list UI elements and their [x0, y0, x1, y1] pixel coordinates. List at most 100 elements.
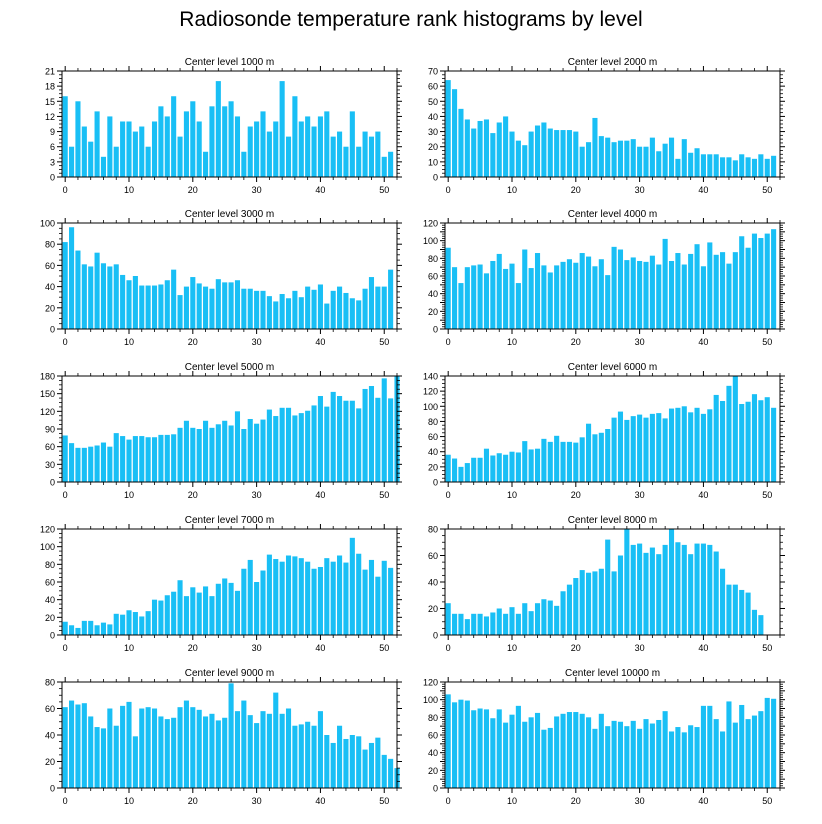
- histogram-bar: [94, 252, 100, 329]
- panel-title: Center level 1000 m: [185, 57, 275, 68]
- histogram-bar: [547, 727, 553, 788]
- histogram-bar: [458, 613, 464, 635]
- y-tick-label: 60: [45, 704, 55, 714]
- histogram-bar: [120, 436, 126, 482]
- histogram-bar: [266, 554, 272, 635]
- histogram-bar: [598, 259, 604, 329]
- histogram-bar: [343, 562, 349, 635]
- histogram-bar: [171, 269, 177, 329]
- histogram-bar: [490, 260, 496, 329]
- histogram-bar: [720, 252, 726, 329]
- histogram-bar: [445, 694, 451, 788]
- histogram-bar: [503, 268, 509, 329]
- y-tick-label: 40: [428, 112, 438, 122]
- histogram-bar: [509, 451, 515, 482]
- histogram-bar: [381, 754, 387, 789]
- x-tick-label: 30: [252, 185, 262, 195]
- histogram-bar: [566, 259, 572, 329]
- histogram-bar: [337, 131, 343, 177]
- x-tick-label: 50: [762, 185, 772, 195]
- y-tick-label: 100: [423, 402, 438, 412]
- histogram-bar: [452, 267, 458, 329]
- y-tick-label: 20: [45, 757, 55, 767]
- histogram-bar: [356, 408, 362, 482]
- histogram-bar: [560, 261, 566, 329]
- histogram-bar: [630, 720, 636, 788]
- histogram-bar: [445, 454, 451, 482]
- histogram-bar: [586, 572, 592, 635]
- x-tick-label: 30: [635, 796, 645, 806]
- histogram-bar: [298, 297, 304, 329]
- histogram-bar: [598, 136, 604, 177]
- y-tick-label: 0: [50, 478, 55, 488]
- histogram-bar: [305, 116, 311, 177]
- x-tick-label: 10: [124, 337, 134, 347]
- x-tick-label: 10: [507, 185, 517, 195]
- histogram-bar: [107, 266, 113, 329]
- histogram-bar: [132, 612, 138, 635]
- histogram-bar: [81, 264, 87, 329]
- histogram-bar: [311, 568, 317, 635]
- histogram-bar: [228, 425, 234, 482]
- x-tick-label: 20: [571, 796, 581, 806]
- histogram-bar: [617, 140, 624, 177]
- histogram-bar: [273, 416, 279, 482]
- y-tick-label: 120: [423, 387, 438, 397]
- y-tick-label: 0: [50, 631, 55, 641]
- histogram-bar: [69, 443, 75, 482]
- y-tick-label: 10: [428, 157, 438, 167]
- histogram-bar: [739, 154, 745, 177]
- histogram-bar: [88, 266, 94, 329]
- histogram-bar: [317, 116, 323, 177]
- histogram-bar: [279, 81, 285, 177]
- histogram-bar: [771, 155, 777, 177]
- histogram-bar: [94, 111, 100, 177]
- histogram-bar: [254, 582, 260, 635]
- histogram-bar: [196, 592, 202, 635]
- histogram-bar: [751, 715, 758, 788]
- histogram-bar: [515, 140, 521, 177]
- histogram-bar: [643, 261, 649, 329]
- histogram-bar: [611, 142, 617, 177]
- histogram-bar: [151, 121, 158, 177]
- histogram-bar: [637, 146, 643, 177]
- x-tick-label: 20: [188, 796, 198, 806]
- histogram-bar: [713, 719, 719, 788]
- x-tick-label: 0: [63, 337, 68, 347]
- histogram-bar: [330, 290, 336, 329]
- histogram-bar: [637, 543, 643, 635]
- histogram-bar: [324, 406, 330, 482]
- histogram-bar: [534, 448, 541, 482]
- histogram-bar: [560, 591, 566, 635]
- histogram-bar: [496, 122, 502, 177]
- histogram-bar: [203, 286, 209, 329]
- histogram-bar: [643, 719, 649, 788]
- histogram-bar: [694, 727, 700, 788]
- y-tick-label: 40: [45, 595, 55, 605]
- histogram-bar: [362, 749, 368, 788]
- y-tick-label: 20: [45, 303, 55, 313]
- histogram-bar: [637, 260, 643, 329]
- histogram-bar: [445, 603, 451, 635]
- histogram-bar: [617, 721, 624, 788]
- histogram-bar: [617, 555, 624, 635]
- histogram-bar: [573, 262, 579, 329]
- histogram-bar: [739, 236, 745, 329]
- y-tick-label: 70: [428, 67, 438, 77]
- histogram-bar: [349, 537, 355, 635]
- x-tick-label: 0: [446, 643, 451, 653]
- histogram-bar: [260, 711, 266, 788]
- histogram-bar: [675, 253, 681, 329]
- x-tick-label: 50: [379, 643, 389, 653]
- y-tick-label: 140: [423, 372, 438, 382]
- histogram-bar: [758, 238, 764, 329]
- histogram-bar: [579, 437, 585, 482]
- histogram-bar: [120, 614, 126, 635]
- histogram-bar: [388, 151, 394, 177]
- x-tick-label: 40: [315, 185, 325, 195]
- y-tick-label: 20: [45, 613, 55, 623]
- x-tick-label: 50: [762, 796, 772, 806]
- histogram-bar: [158, 106, 164, 177]
- histogram-bar: [292, 556, 298, 635]
- y-tick-label: 0: [50, 784, 55, 794]
